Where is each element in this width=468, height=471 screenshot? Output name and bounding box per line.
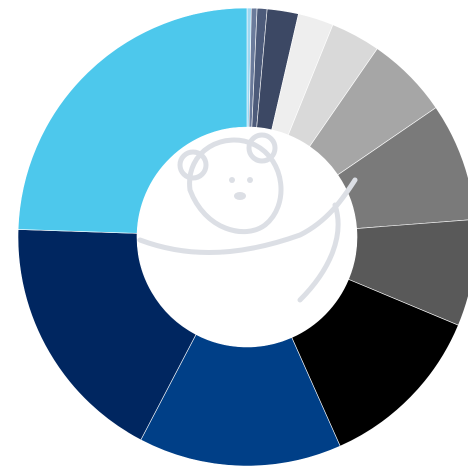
slice [140,334,341,467]
bear-nose [234,192,246,200]
bear-body [297,202,341,303]
bear-eye [229,177,235,183]
bear-head [187,137,284,235]
bear-ear [177,149,209,181]
slice [17,7,248,234]
bear-arm [137,177,358,255]
bear-ear [246,132,278,164]
watermark [137,132,358,303]
slices [17,7,468,467]
slice [337,107,468,229]
bear-eye [247,177,253,183]
slice [17,229,197,441]
